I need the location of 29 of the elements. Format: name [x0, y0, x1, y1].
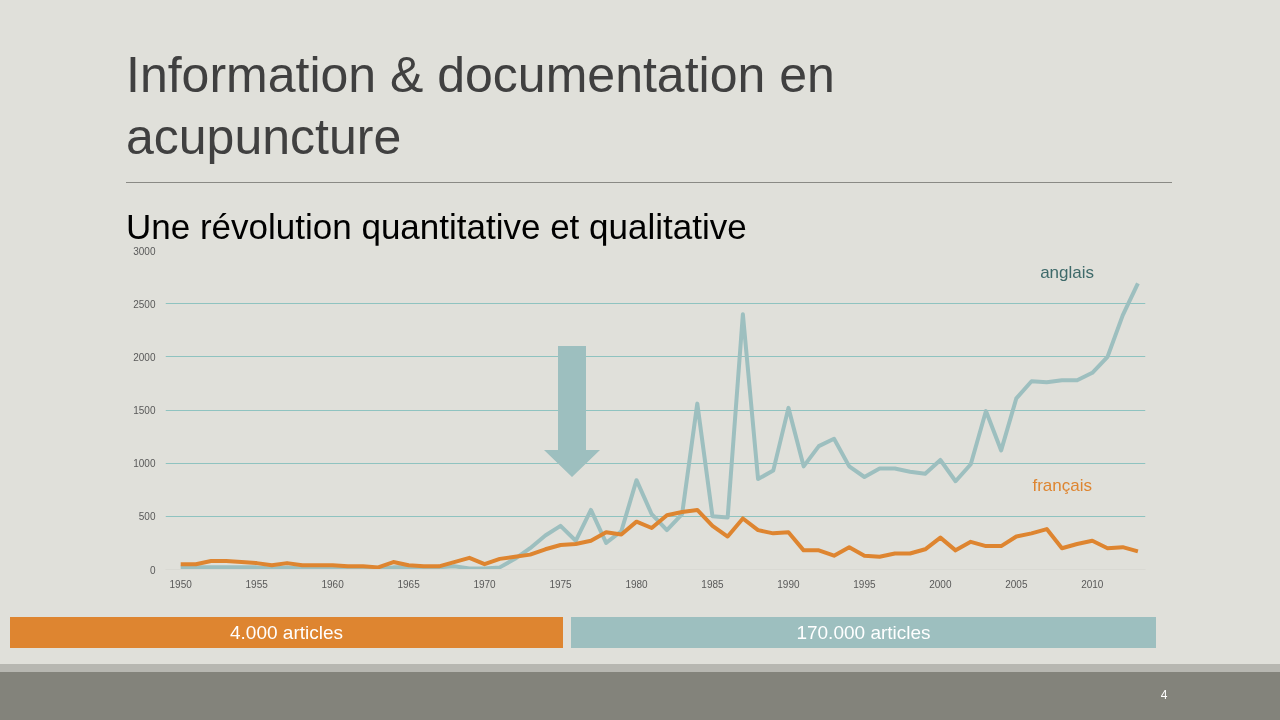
x-tick-label: 1985: [701, 578, 725, 590]
line-series: [178, 281, 1140, 570]
x-tick-label: 1970: [473, 578, 497, 590]
text: français: [1032, 475, 1092, 495]
y-tick-label: 0: [149, 564, 156, 576]
chart-subtitle: Une révolution quantitative et qualitative: [126, 207, 747, 247]
chart-title: Information & documentation en acupuncture: [126, 46, 835, 167]
x-tick-label: 1975: [549, 578, 573, 590]
y-tick-label: 2000: [133, 351, 156, 363]
y-tick-label: 1000: [133, 458, 156, 470]
x-tick-label: 1990: [777, 578, 801, 590]
line-series: [178, 507, 1140, 570]
y-tick-label: 1500: [133, 405, 156, 416]
x-tick-label: 1980: [625, 578, 649, 590]
x-tick-label: 1960: [321, 578, 345, 590]
x-tick-label: 1995: [853, 578, 876, 590]
y-tick-label: 500: [138, 511, 156, 523]
text: 4: [1159, 687, 1169, 704]
x-tick-label: 1950: [169, 578, 193, 590]
text: 170.000 articles: [571, 617, 1156, 648]
x-tick-label: 2000: [929, 578, 952, 590]
text: 4.000 articles: [10, 617, 563, 648]
text: anglais: [1040, 263, 1095, 283]
x-tick-label: 2010: [1081, 578, 1104, 590]
y-tick-label: 2500: [133, 298, 156, 310]
x-tick-label: 1965: [397, 578, 421, 590]
y-tick-label: 3000: [133, 245, 156, 257]
x-tick-label: 2005: [1005, 578, 1028, 590]
x-tick-label: 1955: [245, 578, 269, 590]
